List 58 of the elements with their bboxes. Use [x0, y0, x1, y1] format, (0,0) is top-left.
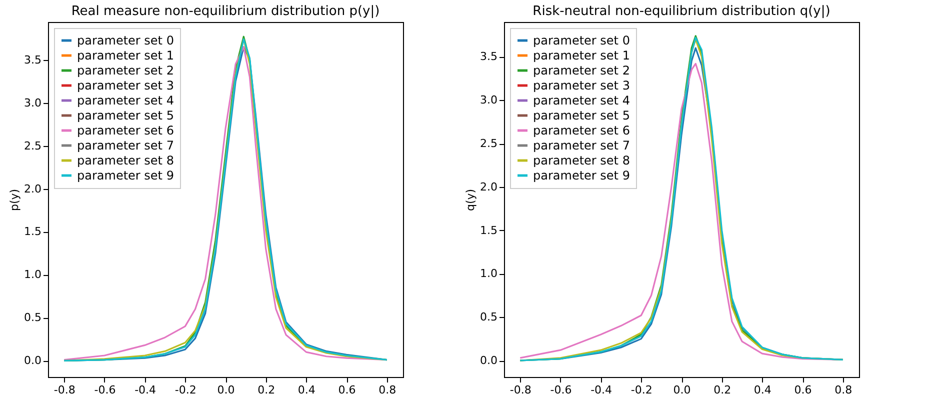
- legend-label: parameter set 5: [533, 108, 630, 122]
- y-tick-label: 2.5: [480, 137, 498, 150]
- x-tick-label: -0.4: [134, 384, 156, 396]
- x-tick-label: 0.2: [714, 384, 732, 396]
- x-tick-label: 0.8: [834, 384, 852, 396]
- legend-label: parameter set 6: [533, 124, 630, 138]
- x-tick-label: 0.4: [298, 384, 316, 396]
- legend-label: parameter set 1: [533, 48, 630, 62]
- y-tick-label: 0.5: [24, 311, 42, 324]
- y-tick-label: 3.5: [24, 53, 42, 66]
- y-tick-label: 0.0: [24, 354, 42, 368]
- y-tick-label: 0.5: [480, 310, 498, 324]
- y-axis-title: q(y): [464, 188, 478, 212]
- chart-title: Risk-neutral non-equilibrium distribution q(y|): [532, 4, 830, 19]
- y-tick-label: 3.0: [24, 96, 42, 110]
- legend-label: parameter set 1: [77, 48, 174, 62]
- legend-label: parameter set 2: [77, 64, 174, 78]
- x-tick-label: -0.2: [630, 384, 652, 396]
- x-tick-label: -0.6: [550, 384, 572, 396]
- legend-label: parameter set 6: [77, 124, 174, 138]
- y-tick-label: 1.5: [24, 225, 42, 238]
- y-tick-label: 2.5: [24, 139, 42, 152]
- legend-label: parameter set 4: [533, 94, 630, 108]
- y-tick-label: 1.0: [480, 267, 498, 280]
- y-tick-label: 3.5: [480, 50, 498, 64]
- legend-label: parameter set 3: [533, 78, 630, 92]
- y-tick-label: 1.5: [480, 224, 498, 237]
- chart-title: Real measure non-equilibrium distribution p(y|): [71, 4, 380, 19]
- legend-label: parameter set 3: [77, 78, 174, 92]
- legend-label: parameter set 7: [533, 138, 630, 152]
- x-tick-label: -0.6: [94, 384, 116, 396]
- x-tick-label: -0.8: [510, 384, 532, 396]
- legend-label: parameter set 4: [77, 94, 174, 108]
- x-tick-label: -0.2: [174, 384, 196, 396]
- legend-label: parameter set 9: [533, 168, 630, 182]
- legend-label: parameter set 0: [533, 34, 630, 48]
- legend-label: parameter set 2: [533, 64, 630, 78]
- legend-label: parameter set 0: [77, 34, 174, 48]
- x-tick-label: 0.0: [217, 384, 235, 396]
- x-tick-label: 0.2: [258, 384, 276, 396]
- legend-label: parameter set 8: [533, 154, 630, 168]
- x-tick-label: 0.6: [794, 384, 812, 396]
- y-axis-title: p(y): [8, 188, 22, 212]
- x-tick-label: 0.0: [673, 384, 691, 396]
- y-tick-label: 2.0: [24, 182, 42, 196]
- x-tick-label: -0.4: [590, 384, 612, 396]
- x-tick-label: 0.4: [754, 384, 772, 396]
- y-tick-label: 1.0: [24, 268, 42, 282]
- y-tick-label: 0.0: [480, 354, 498, 368]
- legend-label: parameter set 9: [77, 168, 174, 182]
- legend-label: parameter set 7: [77, 138, 174, 152]
- x-tick-label: -0.8: [54, 384, 76, 396]
- x-tick-label: 0.6: [338, 384, 356, 396]
- y-tick-label: 3.0: [480, 94, 498, 107]
- x-tick-label: 0.8: [378, 384, 396, 396]
- y-tick-label: 2.0: [480, 180, 498, 194]
- legend-label: parameter set 5: [77, 108, 174, 122]
- legend-label: parameter set 8: [77, 154, 174, 168]
